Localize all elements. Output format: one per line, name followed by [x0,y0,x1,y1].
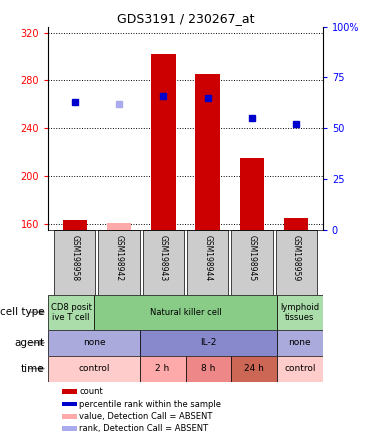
Bar [62,426,77,431]
Text: IL-2: IL-2 [200,338,217,347]
Text: time: time [21,364,45,373]
Bar [94,295,277,330]
Bar [277,330,323,356]
Bar [143,230,184,295]
Text: none: none [289,338,311,347]
Bar [63,220,87,230]
Bar [48,356,140,381]
Text: GSM198944: GSM198944 [203,235,212,281]
Bar [277,356,323,381]
Text: agent: agent [14,338,45,348]
Bar [48,295,94,330]
Bar [276,230,317,295]
Bar [62,414,77,419]
Text: GSM198945: GSM198945 [247,235,256,281]
Text: count: count [79,387,103,396]
Text: GSM198958: GSM198958 [70,235,79,281]
Text: none: none [83,338,105,347]
Bar [284,218,308,230]
Text: control: control [284,364,316,373]
Text: Natural killer cell: Natural killer cell [150,308,221,317]
Bar [62,389,77,393]
Text: 24 h: 24 h [244,364,264,373]
Text: percentile rank within the sample: percentile rank within the sample [79,400,221,408]
Text: 8 h: 8 h [201,364,216,373]
Text: GSM198943: GSM198943 [159,235,168,281]
Bar [240,158,264,230]
Bar [277,295,323,330]
Bar [196,75,220,230]
Text: control: control [78,364,110,373]
Bar [107,223,131,230]
Text: CD8 posit
ive T cell: CD8 posit ive T cell [51,302,92,322]
Bar [140,330,277,356]
Bar [62,402,77,406]
Text: GSM198942: GSM198942 [115,235,124,281]
Text: GSM198959: GSM198959 [292,235,301,281]
Title: GDS3191 / 230267_at: GDS3191 / 230267_at [117,12,254,25]
Text: cell type: cell type [0,307,45,317]
Bar [48,330,140,356]
Bar [231,356,277,381]
Bar [140,356,186,381]
Bar [232,230,273,295]
Bar [186,356,231,381]
Text: 2 h: 2 h [155,364,170,373]
Bar [151,54,175,230]
Bar [54,230,95,295]
Text: rank, Detection Call = ABSENT: rank, Detection Call = ABSENT [79,424,209,433]
Text: value, Detection Call = ABSENT: value, Detection Call = ABSENT [79,412,213,421]
Bar [187,230,228,295]
Bar [98,230,139,295]
Text: lymphoid
tissues: lymphoid tissues [280,302,319,322]
